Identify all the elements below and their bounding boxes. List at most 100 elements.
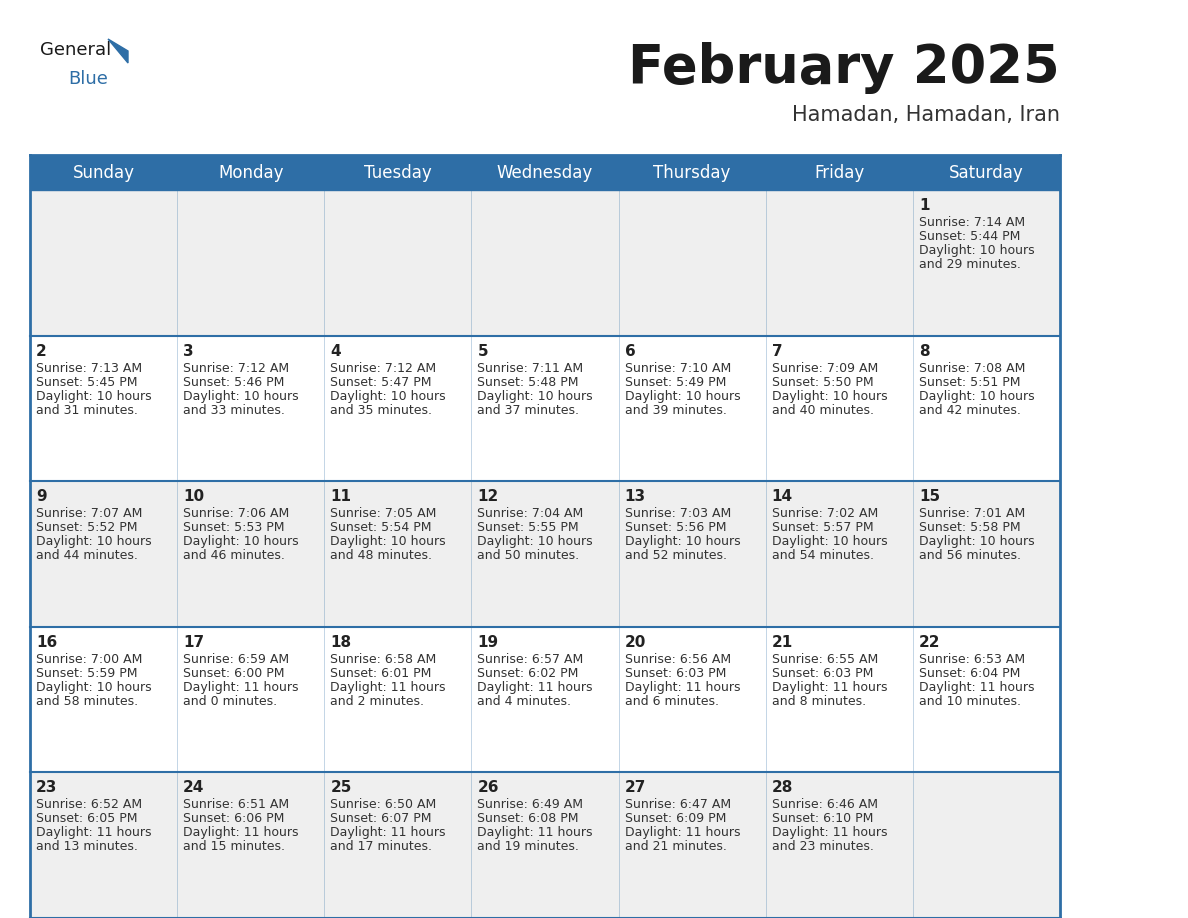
Bar <box>177 772 324 918</box>
Text: 10: 10 <box>183 489 204 504</box>
Text: Sunrise: 6:58 AM: Sunrise: 6:58 AM <box>330 653 436 666</box>
Text: Sunset: 6:01 PM: Sunset: 6:01 PM <box>330 666 431 680</box>
Text: and 23 minutes.: and 23 minutes. <box>772 840 873 854</box>
Bar <box>30 336 177 481</box>
Text: Daylight: 10 hours: Daylight: 10 hours <box>918 535 1035 548</box>
Text: Sunrise: 6:56 AM: Sunrise: 6:56 AM <box>625 653 731 666</box>
Text: and 44 minutes.: and 44 minutes. <box>36 549 138 562</box>
Text: and 58 minutes.: and 58 minutes. <box>36 695 138 708</box>
Text: Daylight: 11 hours: Daylight: 11 hours <box>918 681 1035 694</box>
Text: Blue: Blue <box>68 70 108 88</box>
Text: Daylight: 11 hours: Daylight: 11 hours <box>772 681 887 694</box>
Text: 4: 4 <box>330 343 341 359</box>
Bar <box>912 336 1060 481</box>
Text: Sunrise: 6:59 AM: Sunrise: 6:59 AM <box>183 653 289 666</box>
Text: Sunset: 5:52 PM: Sunset: 5:52 PM <box>36 521 138 534</box>
Text: Sunset: 6:10 PM: Sunset: 6:10 PM <box>772 812 873 825</box>
Text: Daylight: 10 hours: Daylight: 10 hours <box>772 389 887 403</box>
Text: 13: 13 <box>625 489 646 504</box>
Text: Daylight: 11 hours: Daylight: 11 hours <box>36 826 152 839</box>
Text: and 56 minutes.: and 56 minutes. <box>918 549 1020 562</box>
Bar <box>912 155 1060 190</box>
Bar <box>324 772 472 918</box>
Text: Sunset: 5:48 PM: Sunset: 5:48 PM <box>478 375 579 388</box>
Text: Sunset: 6:02 PM: Sunset: 6:02 PM <box>478 666 579 680</box>
Text: Sunset: 6:08 PM: Sunset: 6:08 PM <box>478 812 579 825</box>
Text: Daylight: 10 hours: Daylight: 10 hours <box>183 535 298 548</box>
Text: and 0 minutes.: and 0 minutes. <box>183 695 277 708</box>
Text: Sunrise: 6:55 AM: Sunrise: 6:55 AM <box>772 653 878 666</box>
Text: Daylight: 10 hours: Daylight: 10 hours <box>478 389 593 403</box>
Bar <box>619 336 766 481</box>
Text: Daylight: 10 hours: Daylight: 10 hours <box>625 389 740 403</box>
Bar <box>766 772 912 918</box>
Text: Sunrise: 7:12 AM: Sunrise: 7:12 AM <box>330 362 436 375</box>
Text: and 21 minutes.: and 21 minutes. <box>625 840 726 854</box>
Text: and 19 minutes.: and 19 minutes. <box>478 840 580 854</box>
Text: Sunset: 5:55 PM: Sunset: 5:55 PM <box>478 521 579 534</box>
Bar <box>324 336 472 481</box>
Text: 11: 11 <box>330 489 352 504</box>
Text: Daylight: 11 hours: Daylight: 11 hours <box>183 826 298 839</box>
Text: Sunrise: 7:08 AM: Sunrise: 7:08 AM <box>918 362 1025 375</box>
Text: and 4 minutes.: and 4 minutes. <box>478 695 571 708</box>
Text: and 15 minutes.: and 15 minutes. <box>183 840 285 854</box>
Text: 16: 16 <box>36 635 57 650</box>
Text: 18: 18 <box>330 635 352 650</box>
Text: Sunset: 6:03 PM: Sunset: 6:03 PM <box>772 666 873 680</box>
Text: Sunset: 6:04 PM: Sunset: 6:04 PM <box>918 666 1020 680</box>
Text: and 40 minutes.: and 40 minutes. <box>772 404 873 417</box>
Text: 17: 17 <box>183 635 204 650</box>
Text: Daylight: 10 hours: Daylight: 10 hours <box>625 535 740 548</box>
Text: 12: 12 <box>478 489 499 504</box>
Text: Sunset: 5:49 PM: Sunset: 5:49 PM <box>625 375 726 388</box>
Text: Sunrise: 7:07 AM: Sunrise: 7:07 AM <box>36 508 143 521</box>
Text: Sunset: 5:45 PM: Sunset: 5:45 PM <box>36 375 138 388</box>
Bar <box>324 627 472 772</box>
Text: Sunrise: 6:50 AM: Sunrise: 6:50 AM <box>330 799 436 812</box>
Text: Hamadan, Hamadan, Iran: Hamadan, Hamadan, Iran <box>792 105 1060 125</box>
Text: Daylight: 10 hours: Daylight: 10 hours <box>918 389 1035 403</box>
Text: Sunrise: 6:49 AM: Sunrise: 6:49 AM <box>478 799 583 812</box>
Text: Daylight: 11 hours: Daylight: 11 hours <box>478 681 593 694</box>
Text: and 2 minutes.: and 2 minutes. <box>330 695 424 708</box>
Text: 25: 25 <box>330 780 352 795</box>
Bar <box>30 190 177 336</box>
Text: and 50 minutes.: and 50 minutes. <box>478 549 580 562</box>
Text: Friday: Friday <box>814 163 865 182</box>
Text: Daylight: 11 hours: Daylight: 11 hours <box>183 681 298 694</box>
Bar <box>766 481 912 627</box>
Text: Sunrise: 7:12 AM: Sunrise: 7:12 AM <box>183 362 289 375</box>
Text: Daylight: 11 hours: Daylight: 11 hours <box>330 826 446 839</box>
Text: Daylight: 11 hours: Daylight: 11 hours <box>625 826 740 839</box>
Bar <box>912 772 1060 918</box>
Text: Sunrise: 6:52 AM: Sunrise: 6:52 AM <box>36 799 143 812</box>
Text: Daylight: 11 hours: Daylight: 11 hours <box>478 826 593 839</box>
Text: Sunrise: 7:02 AM: Sunrise: 7:02 AM <box>772 508 878 521</box>
Text: Daylight: 11 hours: Daylight: 11 hours <box>772 826 887 839</box>
Text: and 17 minutes.: and 17 minutes. <box>330 840 432 854</box>
Text: Sunrise: 7:11 AM: Sunrise: 7:11 AM <box>478 362 583 375</box>
Text: 7: 7 <box>772 343 783 359</box>
Text: Sunrise: 6:47 AM: Sunrise: 6:47 AM <box>625 799 731 812</box>
Text: and 48 minutes.: and 48 minutes. <box>330 549 432 562</box>
Text: Sunset: 5:46 PM: Sunset: 5:46 PM <box>183 375 284 388</box>
Text: Sunset: 5:54 PM: Sunset: 5:54 PM <box>330 521 431 534</box>
Text: Wednesday: Wednesday <box>497 163 593 182</box>
Bar <box>912 481 1060 627</box>
Bar <box>177 336 324 481</box>
Text: Sunset: 6:09 PM: Sunset: 6:09 PM <box>625 812 726 825</box>
Bar <box>766 336 912 481</box>
Text: and 42 minutes.: and 42 minutes. <box>918 404 1020 417</box>
Text: 19: 19 <box>478 635 499 650</box>
Text: Sunset: 5:59 PM: Sunset: 5:59 PM <box>36 666 138 680</box>
Bar <box>177 481 324 627</box>
Text: Sunset: 6:05 PM: Sunset: 6:05 PM <box>36 812 138 825</box>
Text: 9: 9 <box>36 489 46 504</box>
Text: Sunrise: 7:00 AM: Sunrise: 7:00 AM <box>36 653 143 666</box>
Text: and 13 minutes.: and 13 minutes. <box>36 840 138 854</box>
Text: Sunrise: 7:14 AM: Sunrise: 7:14 AM <box>918 216 1025 229</box>
Text: Monday: Monday <box>217 163 284 182</box>
Text: Daylight: 10 hours: Daylight: 10 hours <box>772 535 887 548</box>
Bar <box>766 190 912 336</box>
